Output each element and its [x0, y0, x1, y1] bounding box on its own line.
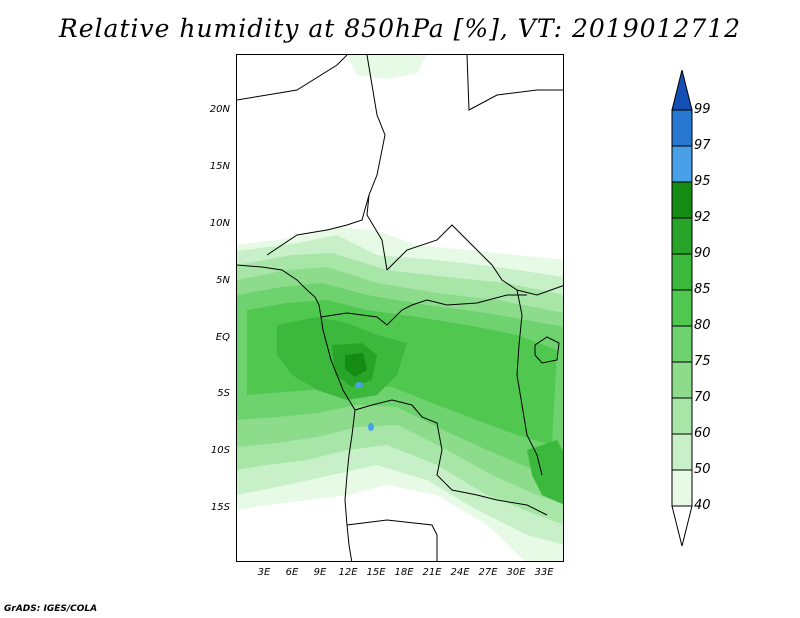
- humidity-shading: [237, 55, 563, 561]
- colorbar-label-60: 60: [694, 426, 711, 441]
- rh-92-95-region: [345, 353, 367, 377]
- border-north-1: [237, 55, 348, 101]
- lat-label-15n: 15N: [209, 161, 230, 172]
- map-title: Relative humidity at 850hPa [%], VT: 201…: [58, 14, 742, 43]
- border-central-1: [366, 55, 388, 271]
- colorbar-label-92: 92: [694, 210, 711, 225]
- colorbar-label-95: 95: [694, 174, 711, 189]
- coastline-west: [237, 264, 356, 561]
- lon-label-30e: 30E: [506, 567, 526, 578]
- lat-label-eq: EQ: [215, 332, 230, 343]
- lat-label-20n: 20N: [209, 104, 230, 115]
- colorbar-seg-50-60: [671, 433, 693, 471]
- country-borders: [237, 55, 563, 561]
- colorbar-seg-40-50: [671, 469, 693, 507]
- lon-label-33e: 33E: [534, 567, 554, 578]
- colorbar-seg-97-99: [671, 109, 693, 147]
- rh-95-97-spot-b: [368, 423, 374, 431]
- rh-40-50-north: [347, 55, 427, 79]
- colorbar-label-40: 40: [694, 498, 711, 513]
- lat-label-10n: 10N: [209, 218, 230, 229]
- grads-credit: GrADS: IGES/COLA: [4, 604, 98, 614]
- colorbar-top-arrow: [671, 70, 693, 111]
- colorbar-label-70: 70: [694, 390, 711, 405]
- border-north-2: [466, 55, 563, 111]
- colorbar-seg-80-85: [671, 289, 693, 327]
- colorbar: [671, 70, 693, 547]
- border-lake-victoria: [534, 336, 560, 364]
- colorbar-seg-95-97: [671, 145, 693, 183]
- colorbar-seg-92-95: [671, 181, 693, 219]
- border-south: [346, 519, 438, 561]
- lat-label-10s: 10S: [210, 445, 230, 456]
- colorbar-label-97: 97: [694, 138, 711, 153]
- lon-label-27e: 27E: [478, 567, 498, 578]
- border-drc-west: [354, 399, 548, 516]
- colorbar-label-85: 85: [694, 282, 711, 297]
- border-central-2: [386, 224, 563, 296]
- colorbar-seg-60-70: [671, 397, 693, 435]
- border-drc-east: [516, 289, 543, 476]
- lat-label-5s: 5S: [217, 388, 230, 399]
- lon-label-15e: 15E: [366, 567, 386, 578]
- colorbar-label-75: 75: [694, 354, 711, 369]
- lon-label-24e: 24E: [450, 567, 470, 578]
- colorbar-bottom-arrow: [671, 505, 693, 547]
- lat-label-15s: 15S: [210, 502, 230, 513]
- colorbar-seg-70-75: [671, 361, 693, 399]
- colorbar-label-99: 99: [694, 102, 711, 117]
- lon-label-9e: 9E: [313, 567, 327, 578]
- lon-label-12e: 12E: [338, 567, 358, 578]
- rh-85-90-east: [527, 440, 563, 505]
- colorbar-label-80: 80: [694, 318, 711, 333]
- colorbar-label-50: 50: [694, 462, 711, 477]
- lon-label-21e: 21E: [422, 567, 442, 578]
- lon-label-18e: 18E: [394, 567, 414, 578]
- lon-label-6e: 6E: [285, 567, 299, 578]
- border-congo: [320, 294, 527, 326]
- map-plot-area: [236, 54, 564, 562]
- colorbar-seg-90-92: [671, 217, 693, 255]
- humidity-map: [237, 55, 563, 561]
- lat-label-5n: 5N: [216, 275, 230, 286]
- colorbar-label-90: 90: [694, 246, 711, 261]
- colorbar-seg-75-80: [671, 325, 693, 363]
- colorbar-seg-85-90: [671, 253, 693, 291]
- border-chad-car: [266, 194, 370, 256]
- lon-label-3e: 3E: [257, 567, 271, 578]
- rh-95-97-spot-a: [355, 382, 363, 388]
